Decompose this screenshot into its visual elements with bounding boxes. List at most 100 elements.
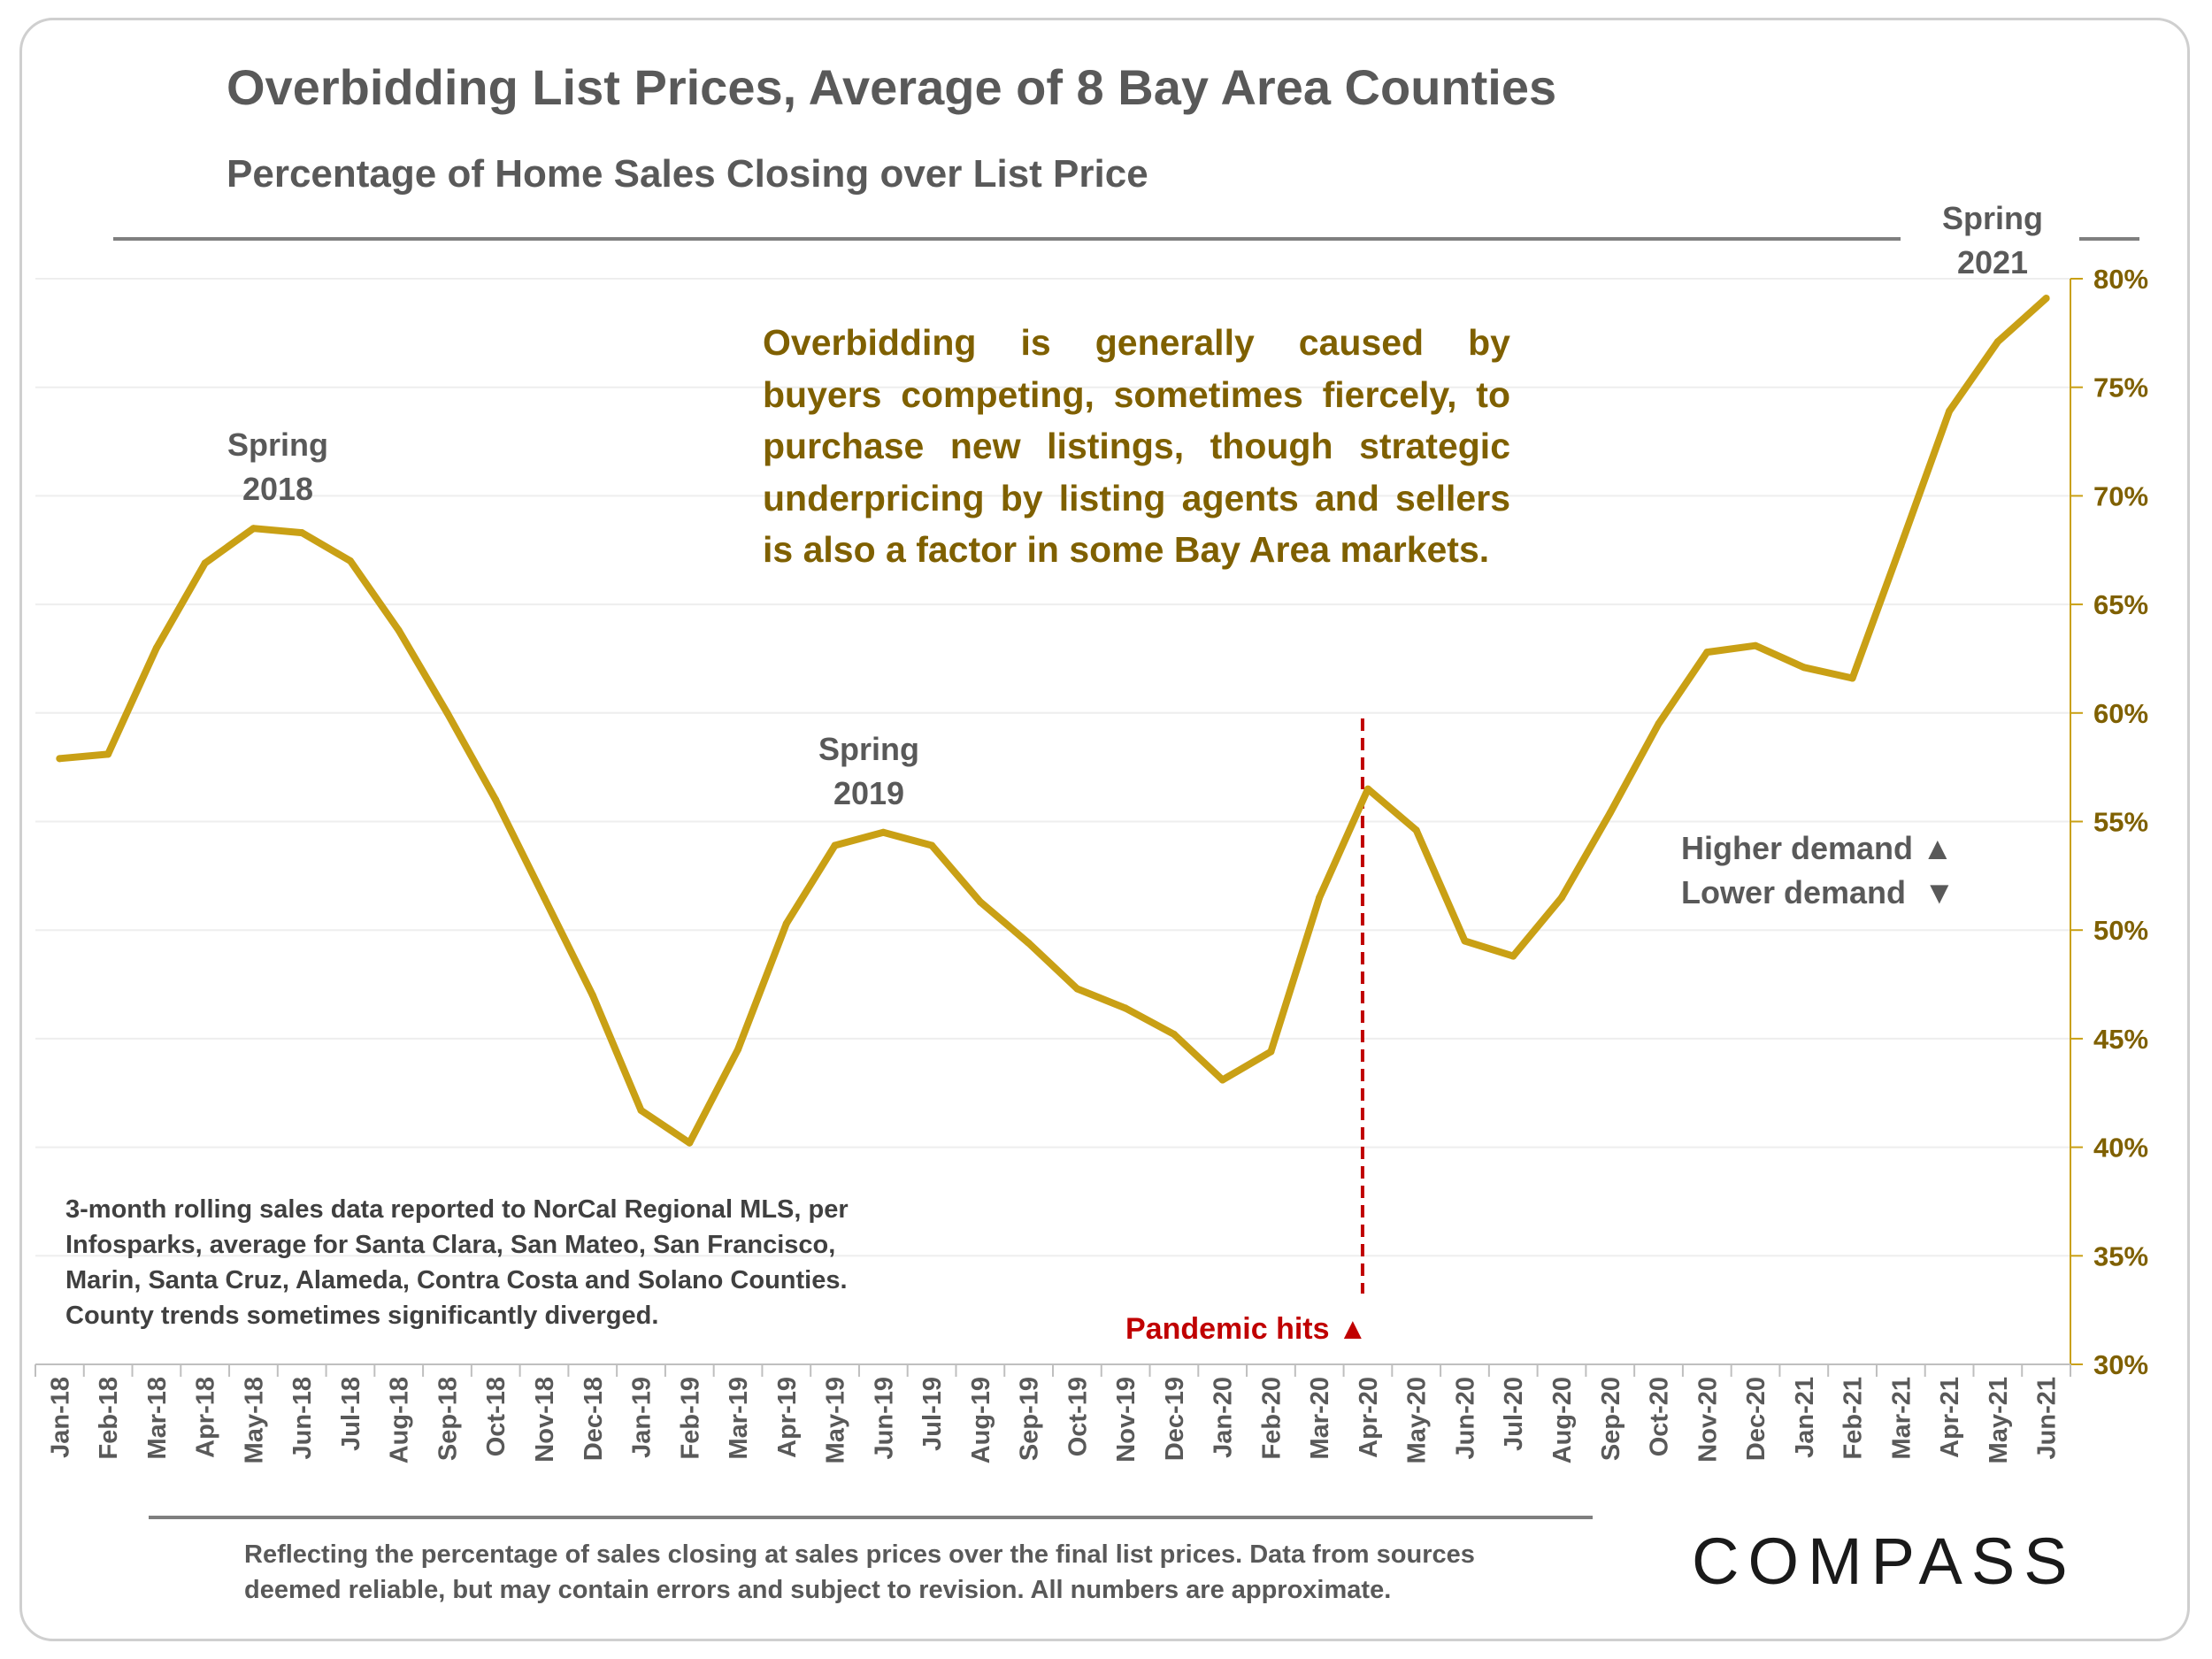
x-tick-label: Feb-19 (676, 1377, 704, 1459)
y-tick-label: 75% (2093, 373, 2148, 403)
data-point (346, 557, 354, 565)
overbidding-annotation: Overbidding is generally caused by buyer… (763, 317, 1510, 576)
x-tick-label: Mar-19 (725, 1377, 753, 1460)
lower-demand-label: Lower demand ▼ (1681, 874, 1955, 910)
x-tick-label: Jun-19 (870, 1377, 898, 1459)
spring-label-year: 2019 (833, 775, 905, 811)
data-point (1509, 952, 1517, 960)
x-tick-label: Dec-18 (580, 1377, 608, 1461)
chart-subtitle: Percentage of Home Sales Closing over Li… (227, 152, 1148, 196)
x-tick-label: Feb-21 (1839, 1377, 1868, 1459)
data-point (1655, 720, 1663, 728)
y-tick-label: 50% (2093, 915, 2148, 946)
x-tick-label: Oct-19 (1064, 1377, 1092, 1456)
spring-label-word: Spring (227, 426, 328, 463)
data-point (56, 755, 64, 763)
data-point (1363, 785, 1371, 793)
data-point (298, 529, 306, 537)
y-tick-label: 70% (2093, 480, 2148, 511)
data-point (1218, 1076, 1226, 1084)
data-point (201, 559, 209, 567)
data-point (1025, 939, 1033, 947)
x-tick-label: Aug-18 (386, 1377, 414, 1463)
x-tick-label: Oct-18 (482, 1377, 511, 1456)
data-point (734, 1046, 742, 1054)
x-tick-label: Jun-21 (2033, 1377, 2062, 1459)
x-tick-label: Dec-20 (1742, 1377, 1770, 1461)
y-tick-label: 65% (2093, 589, 2148, 620)
x-tick-label: Jan-18 (46, 1377, 74, 1458)
data-point (541, 894, 548, 902)
x-tick-label: Nov-19 (1112, 1377, 1141, 1463)
x-tick-label: Jul-20 (1500, 1377, 1528, 1451)
x-tick-label: Apr-18 (192, 1377, 220, 1458)
header-rule-right (2079, 237, 2139, 241)
y-tick-label: 35% (2093, 1240, 2148, 1271)
data-point (637, 1106, 645, 1114)
x-tick-label: Jan-20 (1210, 1377, 1238, 1458)
x-tick-label: Apr-19 (773, 1377, 802, 1458)
data-point (1267, 1048, 1275, 1056)
annotation-line: Overbidding is generally caused by (763, 322, 1510, 363)
data-point (831, 841, 839, 849)
data-point (2042, 295, 2050, 303)
data-point (104, 750, 112, 758)
footer-rule (149, 1516, 1593, 1519)
data-point (782, 919, 790, 927)
x-tick-label: Mar-21 (1887, 1377, 1916, 1460)
spring-label-year: 2021 (1956, 244, 2029, 280)
x-tick-label: Feb-20 (1257, 1377, 1286, 1459)
data-point (152, 644, 160, 652)
spring-2018-label: Spring 2018 (189, 423, 366, 511)
x-tick-label: Aug-19 (967, 1377, 995, 1463)
x-tick-label: Feb-18 (95, 1377, 123, 1459)
spring-2019-label: Spring 2019 (780, 727, 957, 816)
data-point (250, 525, 257, 533)
x-tick-label: Jul-18 (337, 1377, 365, 1451)
x-tick-label: Sep-19 (1016, 1377, 1044, 1461)
x-tick-label: Jun-20 (1451, 1377, 1479, 1459)
data-source-notes: 3-month rolling sales data reported to N… (65, 1195, 849, 1330)
data-point (1122, 1004, 1130, 1012)
x-tick-label: Mar-18 (143, 1377, 172, 1460)
data-point (588, 991, 596, 999)
y-tick-label: 45% (2093, 1024, 2148, 1055)
spring-label-word: Spring (1942, 200, 2043, 236)
data-point (1558, 894, 1565, 902)
data-point (1848, 674, 1856, 682)
y-tick-label: 80% (2093, 264, 2148, 295)
x-tick-label: May-18 (240, 1377, 268, 1463)
data-point (1703, 649, 1711, 657)
x-tick-label: Oct-20 (1646, 1377, 1674, 1456)
header-rule (113, 237, 1901, 241)
x-tick-label: Nov-20 (1694, 1377, 1722, 1463)
demand-legend: Higher demand ▲ Lower demand ▼ (1681, 826, 1955, 915)
x-tick-label: Nov-18 (531, 1377, 559, 1463)
data-point (1752, 641, 1760, 649)
x-tick-label: May-20 (1403, 1377, 1432, 1463)
data-point (395, 626, 403, 634)
spring-2021-label: Spring 2021 (1904, 196, 2081, 285)
x-tick-label: Aug-20 (1548, 1377, 1577, 1463)
chart-title: Overbidding List Prices, Average of 8 Ba… (227, 59, 1557, 115)
annotation-line: purchase new listings, though strategic (763, 426, 1510, 466)
footnote: Reflecting the percentage of sales closi… (244, 1540, 1475, 1604)
x-tick-label: Mar-20 (1306, 1377, 1334, 1460)
spring-label-word: Spring (818, 731, 919, 767)
x-tick-label: May-21 (1985, 1377, 2013, 1463)
x-tick-label: Jan-19 (628, 1377, 657, 1458)
compass-logo: COMPASS (1692, 1525, 2077, 1598)
data-point (1461, 937, 1469, 945)
x-tick-label: Sep-18 (434, 1377, 462, 1461)
data-point (976, 898, 984, 906)
data-point (1606, 809, 1614, 817)
data-point (1946, 407, 1954, 415)
spring-label-year: 2018 (242, 471, 314, 507)
series-line (56, 295, 2050, 1147)
x-tick-label: Apr-20 (1355, 1377, 1383, 1458)
y-tick-label: 30% (2093, 1349, 2148, 1380)
annotation-line: buyers competing, sometimes fiercely, to (763, 373, 1510, 415)
data-point (686, 1139, 694, 1147)
x-tick-label: Jan-21 (1791, 1377, 1819, 1458)
